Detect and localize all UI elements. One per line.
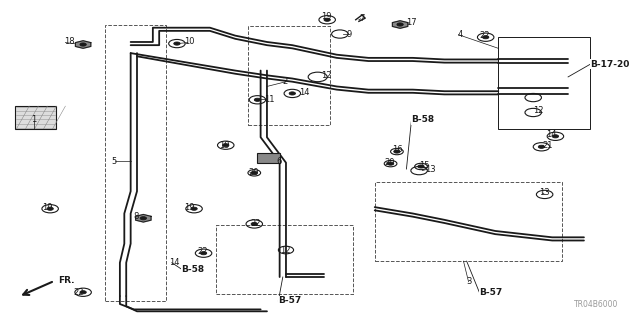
Text: 12: 12	[321, 71, 332, 80]
Text: 9: 9	[346, 30, 351, 39]
Text: 13: 13	[426, 165, 436, 174]
Circle shape	[223, 144, 229, 147]
Circle shape	[140, 217, 147, 220]
Circle shape	[397, 23, 403, 26]
Circle shape	[174, 42, 180, 45]
Text: 3: 3	[467, 277, 472, 286]
Text: 19: 19	[220, 141, 230, 150]
Text: FR.: FR.	[58, 276, 74, 285]
Text: 14: 14	[299, 88, 309, 97]
Text: B-58: B-58	[181, 264, 205, 274]
Circle shape	[47, 207, 53, 210]
Text: 14: 14	[546, 130, 556, 138]
Circle shape	[254, 98, 260, 101]
Circle shape	[289, 92, 296, 95]
Text: 2: 2	[283, 77, 288, 86]
Polygon shape	[136, 214, 151, 222]
Bar	[15, 106, 56, 129]
Text: 1: 1	[31, 115, 36, 124]
Text: 11: 11	[264, 95, 275, 104]
Text: 18: 18	[64, 38, 75, 47]
Text: TR04B6000: TR04B6000	[575, 300, 619, 309]
Circle shape	[80, 43, 86, 46]
Circle shape	[387, 162, 394, 165]
Text: 8: 8	[134, 212, 140, 221]
Bar	[216, 225, 353, 294]
Bar	[499, 37, 590, 129]
Circle shape	[324, 18, 330, 21]
Text: 15: 15	[419, 161, 429, 170]
Text: 20: 20	[384, 158, 395, 167]
Text: 16: 16	[392, 145, 403, 154]
Circle shape	[251, 222, 257, 226]
Text: 22: 22	[250, 219, 261, 227]
Text: B-17-20: B-17-20	[590, 60, 630, 69]
Text: B-57: B-57	[278, 296, 301, 305]
Text: 20: 20	[248, 168, 259, 177]
Circle shape	[552, 135, 559, 138]
Circle shape	[191, 207, 197, 210]
Text: 19: 19	[321, 12, 332, 21]
Text: 21: 21	[543, 141, 553, 150]
Bar	[257, 153, 280, 163]
Text: 19: 19	[42, 203, 52, 211]
Text: 22: 22	[479, 31, 490, 40]
Text: 17: 17	[406, 19, 417, 27]
Text: B-58: B-58	[412, 115, 435, 124]
Circle shape	[418, 165, 424, 168]
Polygon shape	[392, 21, 408, 28]
Text: B-57: B-57	[479, 288, 502, 297]
Circle shape	[80, 291, 86, 294]
Bar	[375, 182, 562, 261]
Text: 22: 22	[197, 247, 208, 256]
Circle shape	[200, 252, 207, 255]
Text: 10: 10	[184, 38, 195, 47]
Text: 14: 14	[169, 258, 179, 267]
Text: 12: 12	[533, 106, 544, 115]
Circle shape	[483, 36, 489, 39]
Text: 19: 19	[184, 203, 195, 211]
Text: 4: 4	[457, 30, 462, 39]
Text: 12: 12	[280, 246, 290, 255]
Text: 6: 6	[276, 157, 282, 166]
Bar	[248, 26, 330, 124]
Text: 7: 7	[359, 14, 364, 23]
Polygon shape	[76, 41, 91, 48]
Text: 13: 13	[540, 188, 550, 197]
Circle shape	[538, 145, 545, 148]
Bar	[106, 25, 166, 301]
Circle shape	[251, 171, 257, 174]
Text: 5: 5	[111, 157, 117, 166]
Circle shape	[394, 150, 400, 153]
Text: 22: 22	[74, 288, 84, 297]
